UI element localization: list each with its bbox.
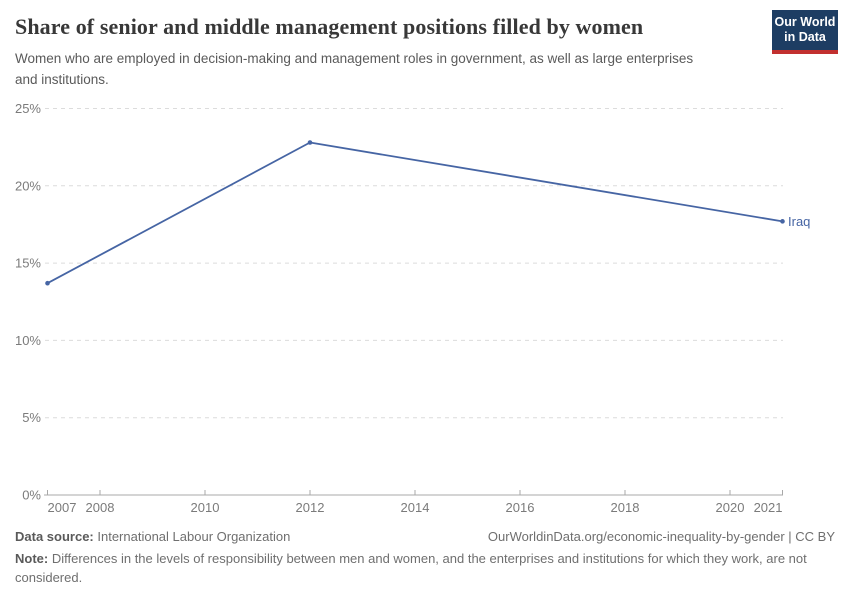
x-axis-tick-label: 2014 [401,500,430,515]
series-end-label-iraq: Iraq [788,214,810,229]
x-axis-tick-label: 2007 [48,500,77,515]
data-point-iraq-2012[interactable] [307,140,313,145]
x-axis-tick-label: 2021 [754,500,783,515]
x-axis-tick-label: 2020 [716,500,745,515]
owid-logo-line1: Our World [774,15,836,30]
data-source: Data source: International Labour Organi… [15,529,290,544]
y-axis-tick-label: 20% [15,178,41,193]
y-axis-tick-label: 5% [22,410,41,425]
chart-note: Note: Differences in the levels of respo… [15,550,835,588]
x-axis-tick-label: 2008 [86,500,115,515]
data-source-value: International Labour Organization [97,529,291,544]
x-axis-tick-label: 2010 [191,500,220,515]
note-text: Differences in the levels of responsibil… [15,551,807,585]
owid-logo: Our World in Data [772,10,838,54]
y-axis-tick-label: 10% [15,333,41,348]
chart-subtitle: Women who are employed in decision-makin… [15,51,694,87]
y-axis-tick-label: 15% [15,256,41,271]
y-axis-tick-label: 0% [22,488,41,503]
data-point-iraq-2021[interactable] [780,219,785,224]
data-point-iraq-2007[interactable] [45,280,50,286]
series-line-iraq[interactable] [47,141,783,284]
y-axis-tick-label: 25% [15,101,41,116]
x-axis-tick-label: 2012 [296,500,325,515]
note-label: Note: [15,551,49,566]
data-source-label: Data source: [15,529,94,544]
page-title: Share of senior and middle management po… [15,14,644,39]
chart-footer: Data source: International Labour Organi… [15,529,835,588]
x-axis-tick-label: 2018 [611,500,640,515]
owid-logo-line2: in Data [784,30,826,44]
x-axis-tick-label: 2016 [506,500,535,515]
owid-url-license[interactable]: OurWorldinData.org/economic-inequality-b… [487,529,835,544]
